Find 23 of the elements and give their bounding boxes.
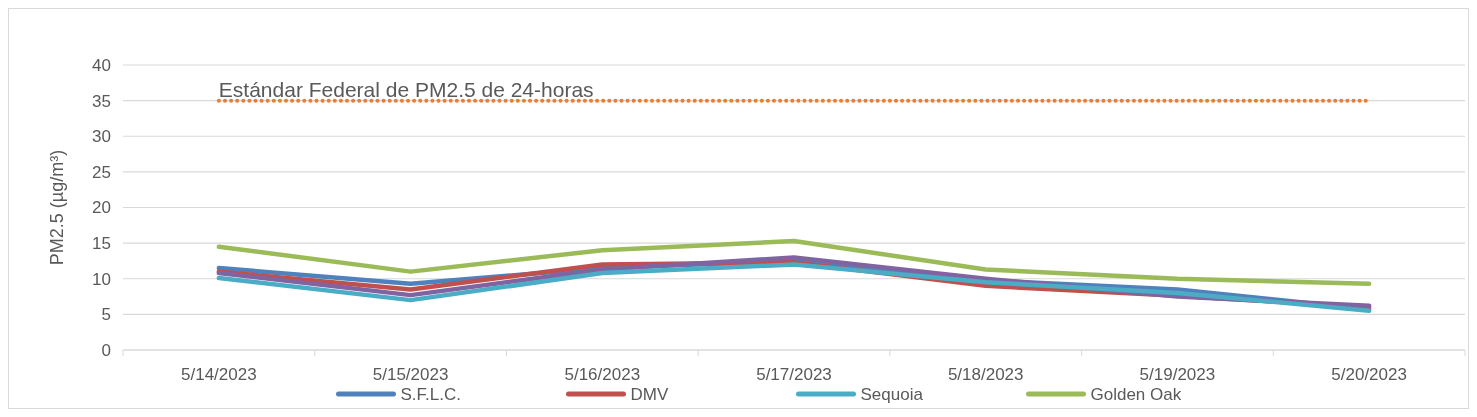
y-tick-label: 10: [92, 269, 111, 289]
y-axis-title: PM2.5 (µg/m³): [47, 149, 67, 266]
line-series: [216, 238, 1372, 286]
y-tick-label: 40: [92, 55, 111, 75]
x-tick-label: 5/15/2023: [372, 365, 449, 384]
x-tick-label: 5/19/2023: [1139, 365, 1216, 384]
y-tick-label: 15: [92, 234, 111, 254]
y-tick-label: 25: [92, 162, 111, 182]
y-tick-label: 20: [92, 198, 111, 218]
legend-label: Golden Oak: [1090, 384, 1182, 404]
legend-label: DMV: [630, 384, 669, 404]
x-tick-label: 5/16/2023: [564, 365, 641, 384]
y-tick-label: 35: [92, 91, 111, 111]
legend-label: S.F.L.C.: [400, 384, 461, 404]
x-tick-label: 5/20/2023: [1331, 365, 1407, 384]
legend-label: Sequoia: [860, 384, 924, 404]
y-tick-label: 5: [101, 305, 111, 325]
ref-line-label: Estándar Federal de PM2.5 de 24-horas: [218, 77, 594, 101]
x-tick-label: 5/14/2023: [181, 365, 257, 384]
x-tick-label: 5/18/2023: [947, 365, 1024, 384]
y-tick-label: 30: [92, 127, 111, 147]
x-tick-label: 5/17/2023: [756, 365, 832, 384]
y-tick-label: 0: [101, 340, 111, 360]
